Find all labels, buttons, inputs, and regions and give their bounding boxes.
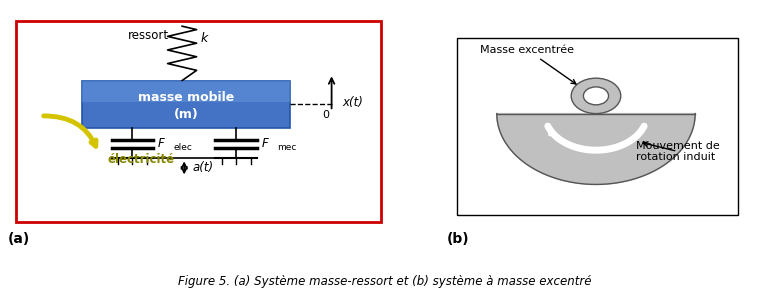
Bar [82, 81, 290, 128]
Circle shape [584, 87, 608, 105]
Text: Mouvement de
rotation induit: Mouvement de rotation induit [636, 141, 720, 162]
Circle shape [571, 78, 621, 113]
Text: (a): (a) [8, 232, 30, 246]
Text: 0: 0 [322, 110, 329, 120]
Text: Figure 5. (a) Système masse-ressort et (b) système à masse excentré: Figure 5. (a) Système masse-ressort et (… [178, 275, 591, 288]
Text: $F$: $F$ [261, 137, 270, 150]
Bar [457, 38, 738, 215]
Text: mec: mec [278, 143, 297, 151]
Text: k: k [201, 31, 208, 45]
Text: (m): (m) [174, 108, 198, 121]
Text: $F$: $F$ [157, 137, 166, 150]
Text: ressort: ressort [128, 29, 169, 42]
Text: Masse excentrée: Masse excentrée [480, 45, 576, 84]
Text: x(t): x(t) [342, 96, 363, 109]
Bar [16, 22, 381, 222]
Text: elec: elec [174, 143, 193, 151]
Text: électricité: électricité [108, 153, 175, 166]
Text: a(t): a(t) [192, 161, 214, 175]
Text: (b): (b) [448, 232, 470, 246]
Text: masse mobile: masse mobile [138, 90, 235, 104]
Bar [82, 81, 290, 102]
Polygon shape [497, 113, 695, 184]
